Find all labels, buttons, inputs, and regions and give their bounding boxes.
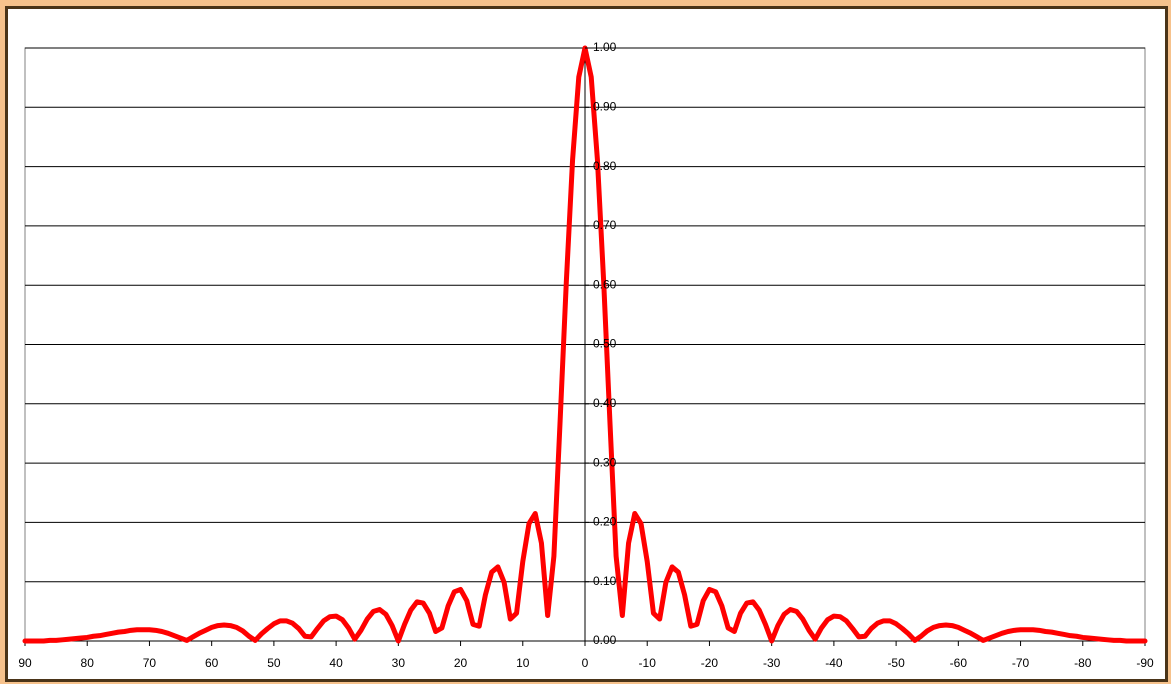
x-tick-label: 90 xyxy=(18,656,32,670)
y-tick-label: 0.50 xyxy=(593,337,617,351)
x-tick-label: 60 xyxy=(205,656,219,670)
x-tick-label: -40 xyxy=(825,656,843,670)
y-tick-label: 0.00 xyxy=(593,633,617,647)
x-tick-label: -30 xyxy=(763,656,781,670)
y-tick-label: 1.00 xyxy=(593,40,617,54)
x-tick-label: -10 xyxy=(639,656,657,670)
x-tick-label: 10 xyxy=(516,656,530,670)
y-tick-label: 0.20 xyxy=(593,515,617,529)
x-tick-label: 40 xyxy=(329,656,343,670)
x-tick-label: 50 xyxy=(267,656,281,670)
x-tick-label: 70 xyxy=(143,656,157,670)
y-tick-label: 0.90 xyxy=(593,99,617,113)
x-tick-label: -20 xyxy=(701,656,719,670)
x-tick-label: 30 xyxy=(392,656,406,670)
x-tick-label: -80 xyxy=(1074,656,1092,670)
y-tick-label: 0.30 xyxy=(593,455,617,469)
y-tick-label: 0.80 xyxy=(593,159,617,173)
y-tick-label: 0.10 xyxy=(593,574,617,588)
x-tick-label: 80 xyxy=(81,656,95,670)
x-tick-label: -60 xyxy=(950,656,968,670)
y-tick-label: 0.60 xyxy=(593,277,617,291)
x-tick-label: -70 xyxy=(1012,656,1030,670)
x-tick-label: 0 xyxy=(582,656,589,670)
x-tick-label: 20 xyxy=(454,656,468,670)
y-tick-label: 0.40 xyxy=(593,396,617,410)
x-tick-label: -50 xyxy=(887,656,905,670)
x-tick-label: -90 xyxy=(1136,656,1154,670)
y-tick-label: 0.70 xyxy=(593,218,617,232)
